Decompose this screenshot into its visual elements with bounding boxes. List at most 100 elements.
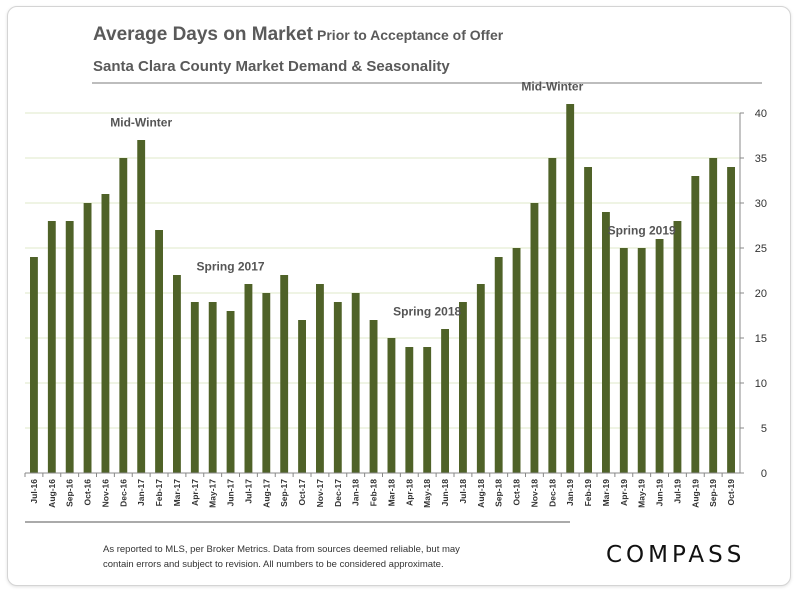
y-tick-label: 25 <box>755 243 767 255</box>
source-note: As reported to MLS, per Broker Metrics. … <box>103 542 523 572</box>
x-tick-label: Dec-16 <box>118 479 128 507</box>
y-tick-label: 10 <box>755 378 767 390</box>
bar <box>47 221 56 473</box>
annotation-label: Mid-Winter <box>521 80 583 94</box>
source-note-line-1: As reported to MLS, per Broker Metrics. … <box>103 544 460 555</box>
x-tick-label: Sep-16 <box>65 479 75 507</box>
bar <box>101 194 110 473</box>
x-tick-label: Nov-18 <box>529 479 539 508</box>
bar <box>333 302 342 473</box>
x-tick-label: Oct-18 <box>512 479 522 506</box>
x-tick-label: Feb-19 <box>583 479 593 507</box>
x-tick-label: Jan-18 <box>351 479 361 506</box>
y-tick-label: 20 <box>755 288 767 300</box>
bar <box>387 338 396 473</box>
annotations: Mid-Winter Spring 2017 Spring 2018 Mid-Wint… <box>110 80 676 319</box>
x-tick-label: Jul-18 <box>458 479 468 504</box>
bar <box>441 329 449 473</box>
bar <box>476 284 485 473</box>
x-tick-label: Jul-17 <box>243 479 253 504</box>
x-tick-label: Aug-18 <box>476 479 486 508</box>
y-tick-label: 35 <box>755 153 767 165</box>
title-line: Average Days on Market Prior to Acceptanc… <box>93 24 503 46</box>
bar <box>369 320 378 473</box>
bar <box>173 275 181 473</box>
bar <box>530 203 539 473</box>
bar <box>262 293 271 473</box>
annotation-label: Spring 2017 <box>197 260 265 274</box>
x-tick-label: Mar-19 <box>601 479 611 507</box>
y-tick-label: 15 <box>755 333 767 345</box>
x-tick-label: Sep-19 <box>708 479 718 507</box>
bar <box>119 158 128 473</box>
chart-title-suffix: Prior to Acceptance of Offer <box>317 27 504 43</box>
bar <box>566 104 575 473</box>
bar <box>190 302 199 473</box>
x-tick-label: Oct-19 <box>726 479 736 506</box>
x-tick-label: Jun-18 <box>440 479 450 507</box>
chart-subtitle: Santa Clara County Market Demand & Seaso… <box>93 58 450 75</box>
x-tick-label: Dec-17 <box>333 479 343 507</box>
bar <box>655 239 664 473</box>
x-tick-labels: Jul-16 Aug-16 Sep-16 Oct-16 Nov-16 Dec-16 Jan-… <box>29 479 736 508</box>
bar <box>673 221 682 473</box>
chart-title: Average Days on Market <box>93 24 314 45</box>
annotation-label: Spring 2018 <box>393 305 461 319</box>
x-tick-label: Apr-18 <box>404 479 414 506</box>
x-tick-label: Dec-18 <box>547 479 557 507</box>
annotation-label: Mid-Winter <box>110 116 172 130</box>
brand-logo: COMPASS <box>606 542 746 568</box>
y-tick-label: 30 <box>755 198 767 210</box>
x-tick-label: Jun-17 <box>226 479 236 507</box>
bar <box>208 302 217 473</box>
bar <box>280 275 289 473</box>
bar <box>351 293 360 473</box>
x-tick-label: Aug-16 <box>47 479 57 508</box>
x-tick-label: Sep-18 <box>494 479 504 507</box>
x-tick-label: Jul-16 <box>29 479 39 504</box>
bar <box>709 158 718 473</box>
x-tick-label: Nov-17 <box>315 479 325 508</box>
bar <box>316 284 324 473</box>
x-tick-label: Nov-16 <box>100 479 110 508</box>
x-tick-label: May-19 <box>637 479 647 508</box>
x-tick-label: Jul-19 <box>672 479 682 504</box>
title-divider <box>92 82 762 84</box>
bar <box>619 248 628 473</box>
bar <box>637 248 646 473</box>
axes <box>24 112 744 523</box>
annotation-label: Spring 2019 <box>608 224 676 238</box>
y-tick-labels: 0 5 10 15 20 25 30 35 40 <box>755 108 767 480</box>
bar <box>298 320 306 473</box>
bar <box>405 347 414 473</box>
bar <box>494 257 503 473</box>
bar <box>137 140 146 473</box>
x-tick-label: Feb-18 <box>369 479 379 507</box>
x-tick-label: Sep-17 <box>279 479 289 507</box>
x-tick-label: Apr-19 <box>619 479 629 506</box>
y-tick-label: 40 <box>755 108 767 120</box>
bar <box>30 257 38 473</box>
x-tick-label: Aug-19 <box>690 479 700 508</box>
bar <box>512 248 521 473</box>
bar <box>584 167 592 473</box>
bar <box>602 212 610 473</box>
x-tick-label: Feb-17 <box>154 479 164 507</box>
bar <box>727 167 735 473</box>
bar <box>226 311 235 473</box>
x-tick-label: Mar-18 <box>386 479 396 507</box>
source-note-line-2: contain errors and subject to revision. … <box>103 559 444 570</box>
bar <box>244 284 253 473</box>
x-tick-label: Apr-17 <box>190 479 200 506</box>
bar <box>83 203 92 473</box>
x-tick-label: Mar-17 <box>172 479 182 507</box>
bars <box>30 104 735 473</box>
bar <box>548 158 557 473</box>
bar <box>65 221 74 473</box>
bar <box>691 176 700 473</box>
x-tick-label: Aug-17 <box>261 479 271 508</box>
x-tick-label: Oct-16 <box>83 479 93 506</box>
y-tick-label: 5 <box>761 423 767 435</box>
x-tick-label: May-17 <box>208 479 218 508</box>
